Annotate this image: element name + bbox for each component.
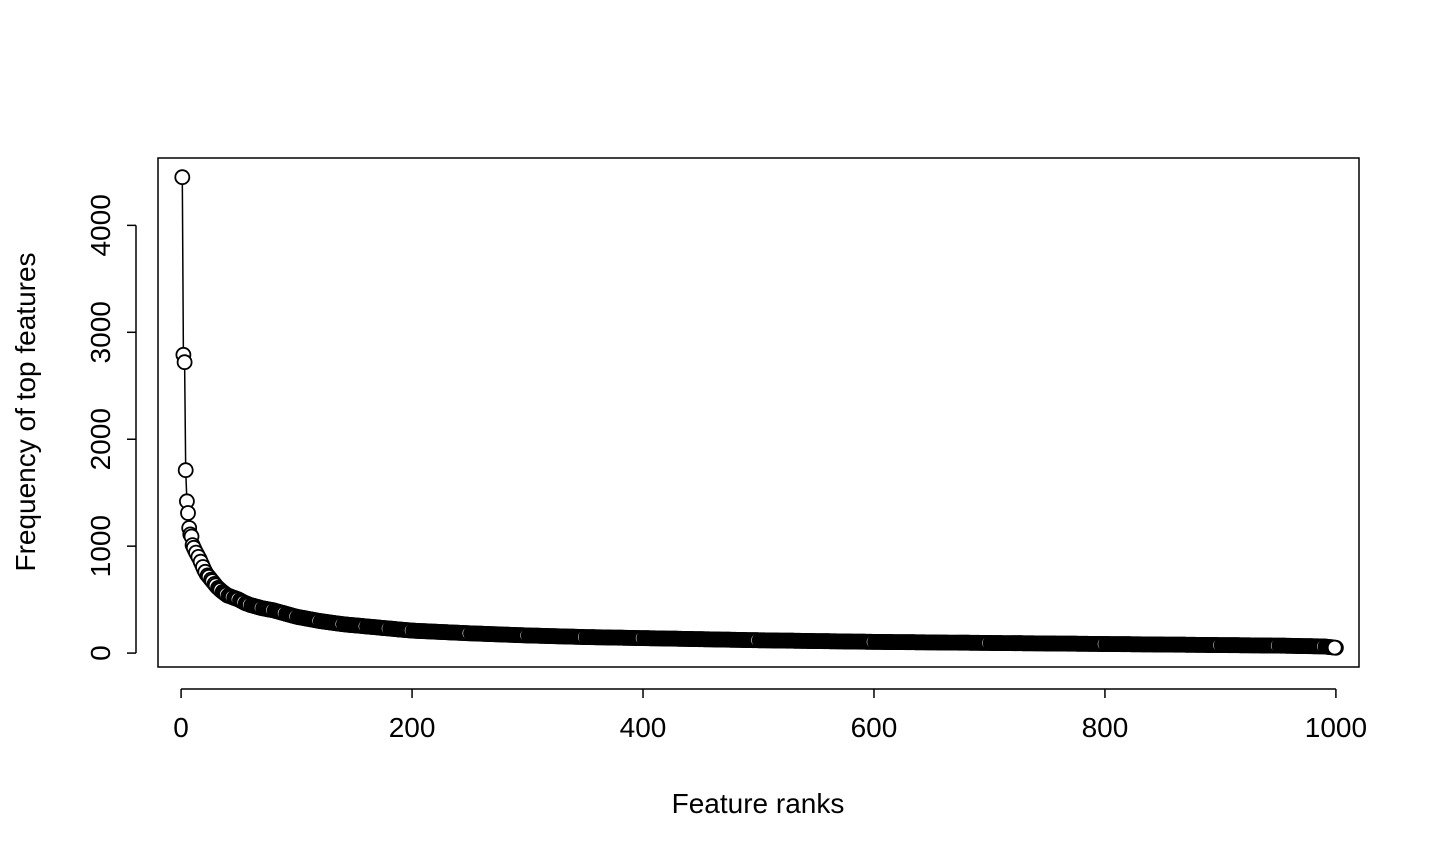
y-axis: 0 1000 2000 3000 4000	[85, 194, 137, 661]
x-tick-label: 800	[1082, 712, 1129, 743]
x-tick-label: 400	[620, 712, 667, 743]
x-axis-label: Feature ranks	[672, 788, 845, 819]
x-axis: 0 200 400 600 800 1000	[173, 688, 1367, 743]
data-point	[177, 462, 194, 479]
data-point	[1326, 639, 1343, 656]
x-tick-label: 600	[851, 712, 898, 743]
y-tick-label: 0	[85, 645, 116, 661]
x-tick-label: 200	[389, 712, 436, 743]
plot-box	[157, 157, 1360, 668]
data-point	[180, 505, 196, 521]
y-tick-label: 3000	[85, 301, 116, 363]
series-line	[181, 177, 1336, 649]
y-tick-label: 2000	[85, 408, 116, 470]
series-layer	[174, 169, 1344, 656]
data-point	[176, 354, 193, 371]
x-tick-label: 0	[173, 712, 189, 743]
x-tick-label: 1000	[1305, 712, 1367, 743]
y-axis-label: Frequency of top features	[10, 252, 41, 571]
y-tick-label: 4000	[85, 194, 116, 256]
y-tick-label: 1000	[85, 515, 116, 577]
data-point	[174, 169, 191, 186]
